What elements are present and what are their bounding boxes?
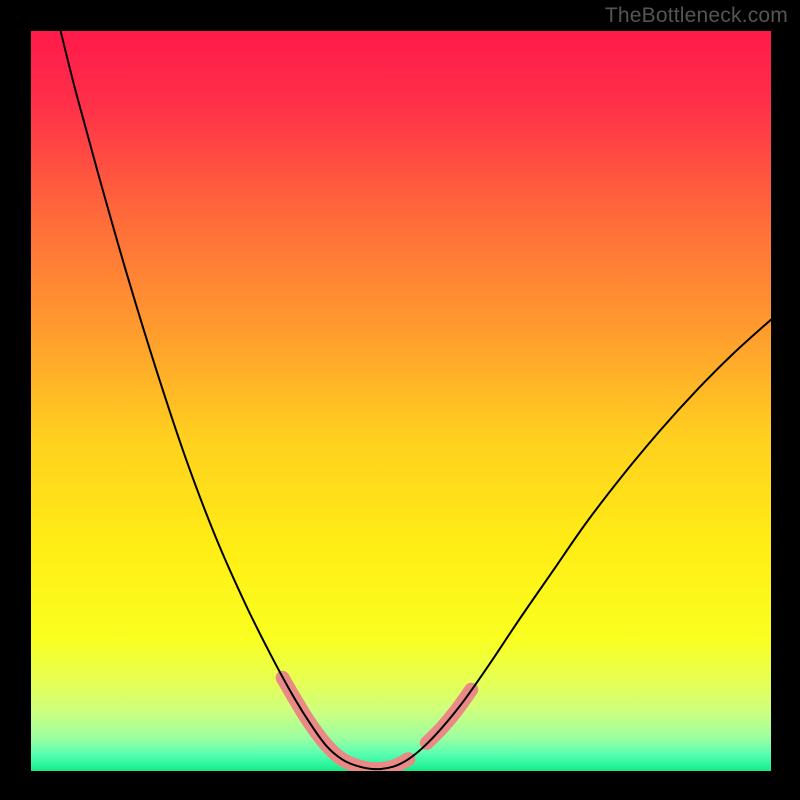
bottleneck-chart-svg bbox=[0, 0, 800, 800]
watermark-text: TheBottleneck.com bbox=[605, 4, 788, 28]
gradient-background bbox=[31, 31, 771, 771]
chart-stage: TheBottleneck.com bbox=[0, 0, 800, 800]
